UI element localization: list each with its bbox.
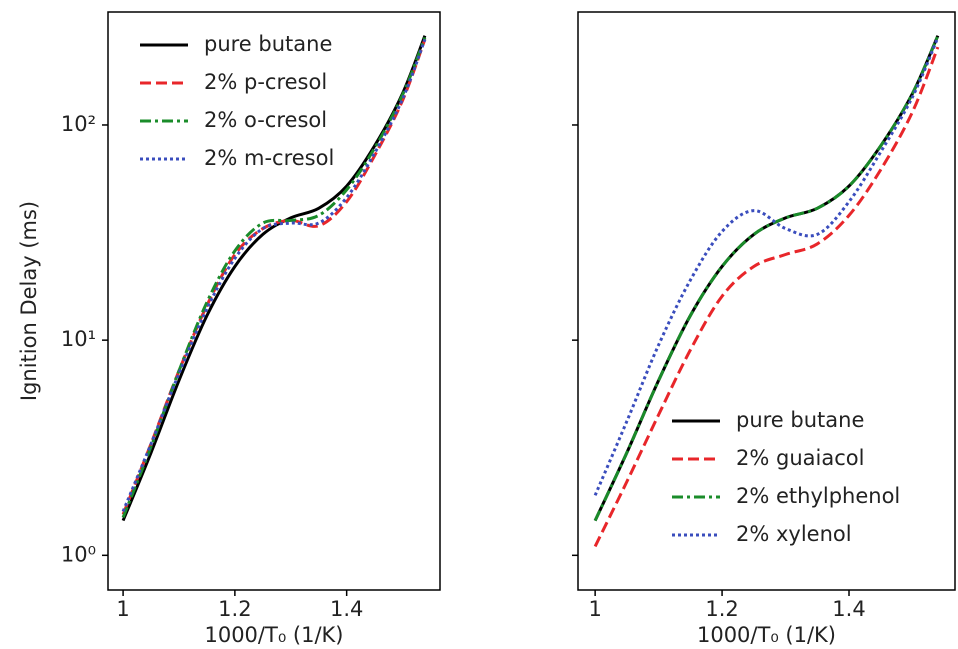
series-line	[593, 36, 940, 496]
y-tick-label: 10¹	[61, 327, 96, 351]
series-line	[593, 35, 940, 522]
y-tick-label: 10⁰	[61, 542, 96, 566]
y-tick-label: 10²	[61, 112, 96, 136]
legend-label: 2% guaiacol	[736, 446, 864, 470]
legend-label: pure butane	[204, 32, 332, 56]
series-line	[121, 36, 427, 518]
axes-frame	[107, 11, 441, 591]
x-tick-label: 1.4	[832, 597, 865, 621]
axes-frame	[577, 11, 956, 591]
legend-label: 2% xylenol	[736, 522, 852, 546]
legend-label: 2% o-cresol	[204, 108, 327, 132]
x-tick-label: 1	[588, 597, 601, 621]
legend-label: pure butane	[736, 408, 864, 432]
series-line	[593, 46, 940, 548]
x-axis-title: 1000/T₀ (1/K)	[204, 623, 343, 647]
x-tick-label: 1.2	[218, 597, 251, 621]
y-axis-title: Ignition Delay (ms)	[17, 201, 41, 401]
legend-label: 2% ethylphenol	[736, 484, 900, 508]
legend-label: 2% p-cresol	[204, 70, 327, 94]
legend-label: 2% m-cresol	[204, 146, 334, 170]
x-tick-label: 1.2	[705, 597, 738, 621]
x-tick-label: 1	[116, 597, 129, 621]
x-axis-title: 1000/T₀ (1/K)	[697, 623, 836, 647]
x-tick-label: 1.4	[330, 597, 363, 621]
